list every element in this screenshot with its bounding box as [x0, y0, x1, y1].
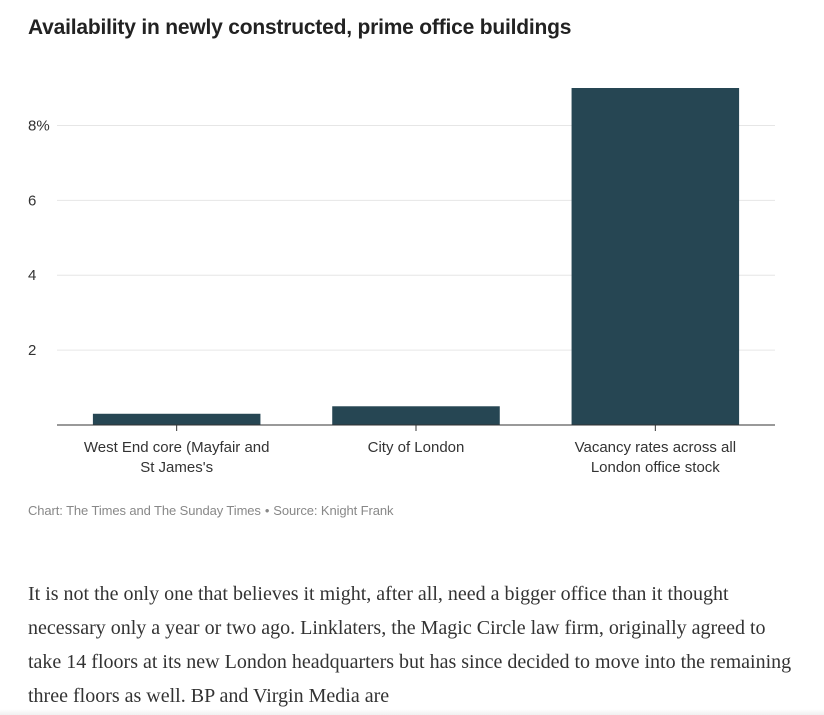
bar — [92, 413, 261, 425]
x-tick-label-line: West End core (Mayfair and — [84, 439, 270, 456]
bar — [571, 88, 740, 425]
bars — [92, 88, 740, 425]
y-tick-label: 6 — [28, 192, 36, 209]
y-axis-ticks: 2 4 6 8% — [28, 117, 50, 359]
x-tick-label-line: London office stock — [591, 459, 720, 476]
bar — [332, 406, 500, 425]
x-tick-label: City of London — [368, 439, 465, 456]
credit-source: Source: Knight Frank — [273, 503, 394, 518]
x-axis-labels: West End core (Mayfair and St James's City… — [84, 425, 736, 476]
chart-title: Availability in newly constructed, prime… — [28, 16, 572, 39]
bar-chart: 2 4 6 8% West End core (Mayfair and St James… — [28, 88, 775, 476]
y-tick-label: 4 — [28, 267, 36, 284]
y-tick-label: 2 — [28, 342, 36, 359]
x-tick-label-line: Vacancy rates across all — [575, 439, 736, 456]
credit-separator: • — [264, 503, 270, 518]
x-tick-label: West End core (Mayfair and St James's — [84, 439, 270, 476]
x-tick-label-line: St James's — [140, 459, 213, 476]
article-paragraph: It is not the only one that believes it … — [28, 583, 792, 707]
bottom-fade — [0, 709, 824, 715]
y-tick-label: 8% — [28, 117, 50, 134]
x-tick-label: Vacancy rates across all London office st… — [575, 439, 736, 476]
x-tick-label-line: City of London — [368, 439, 465, 456]
chart-credit: Chart: The Times and The Sunday Times • So… — [28, 503, 394, 518]
credit-chart-by: Chart: The Times and The Sunday Times — [28, 503, 261, 518]
